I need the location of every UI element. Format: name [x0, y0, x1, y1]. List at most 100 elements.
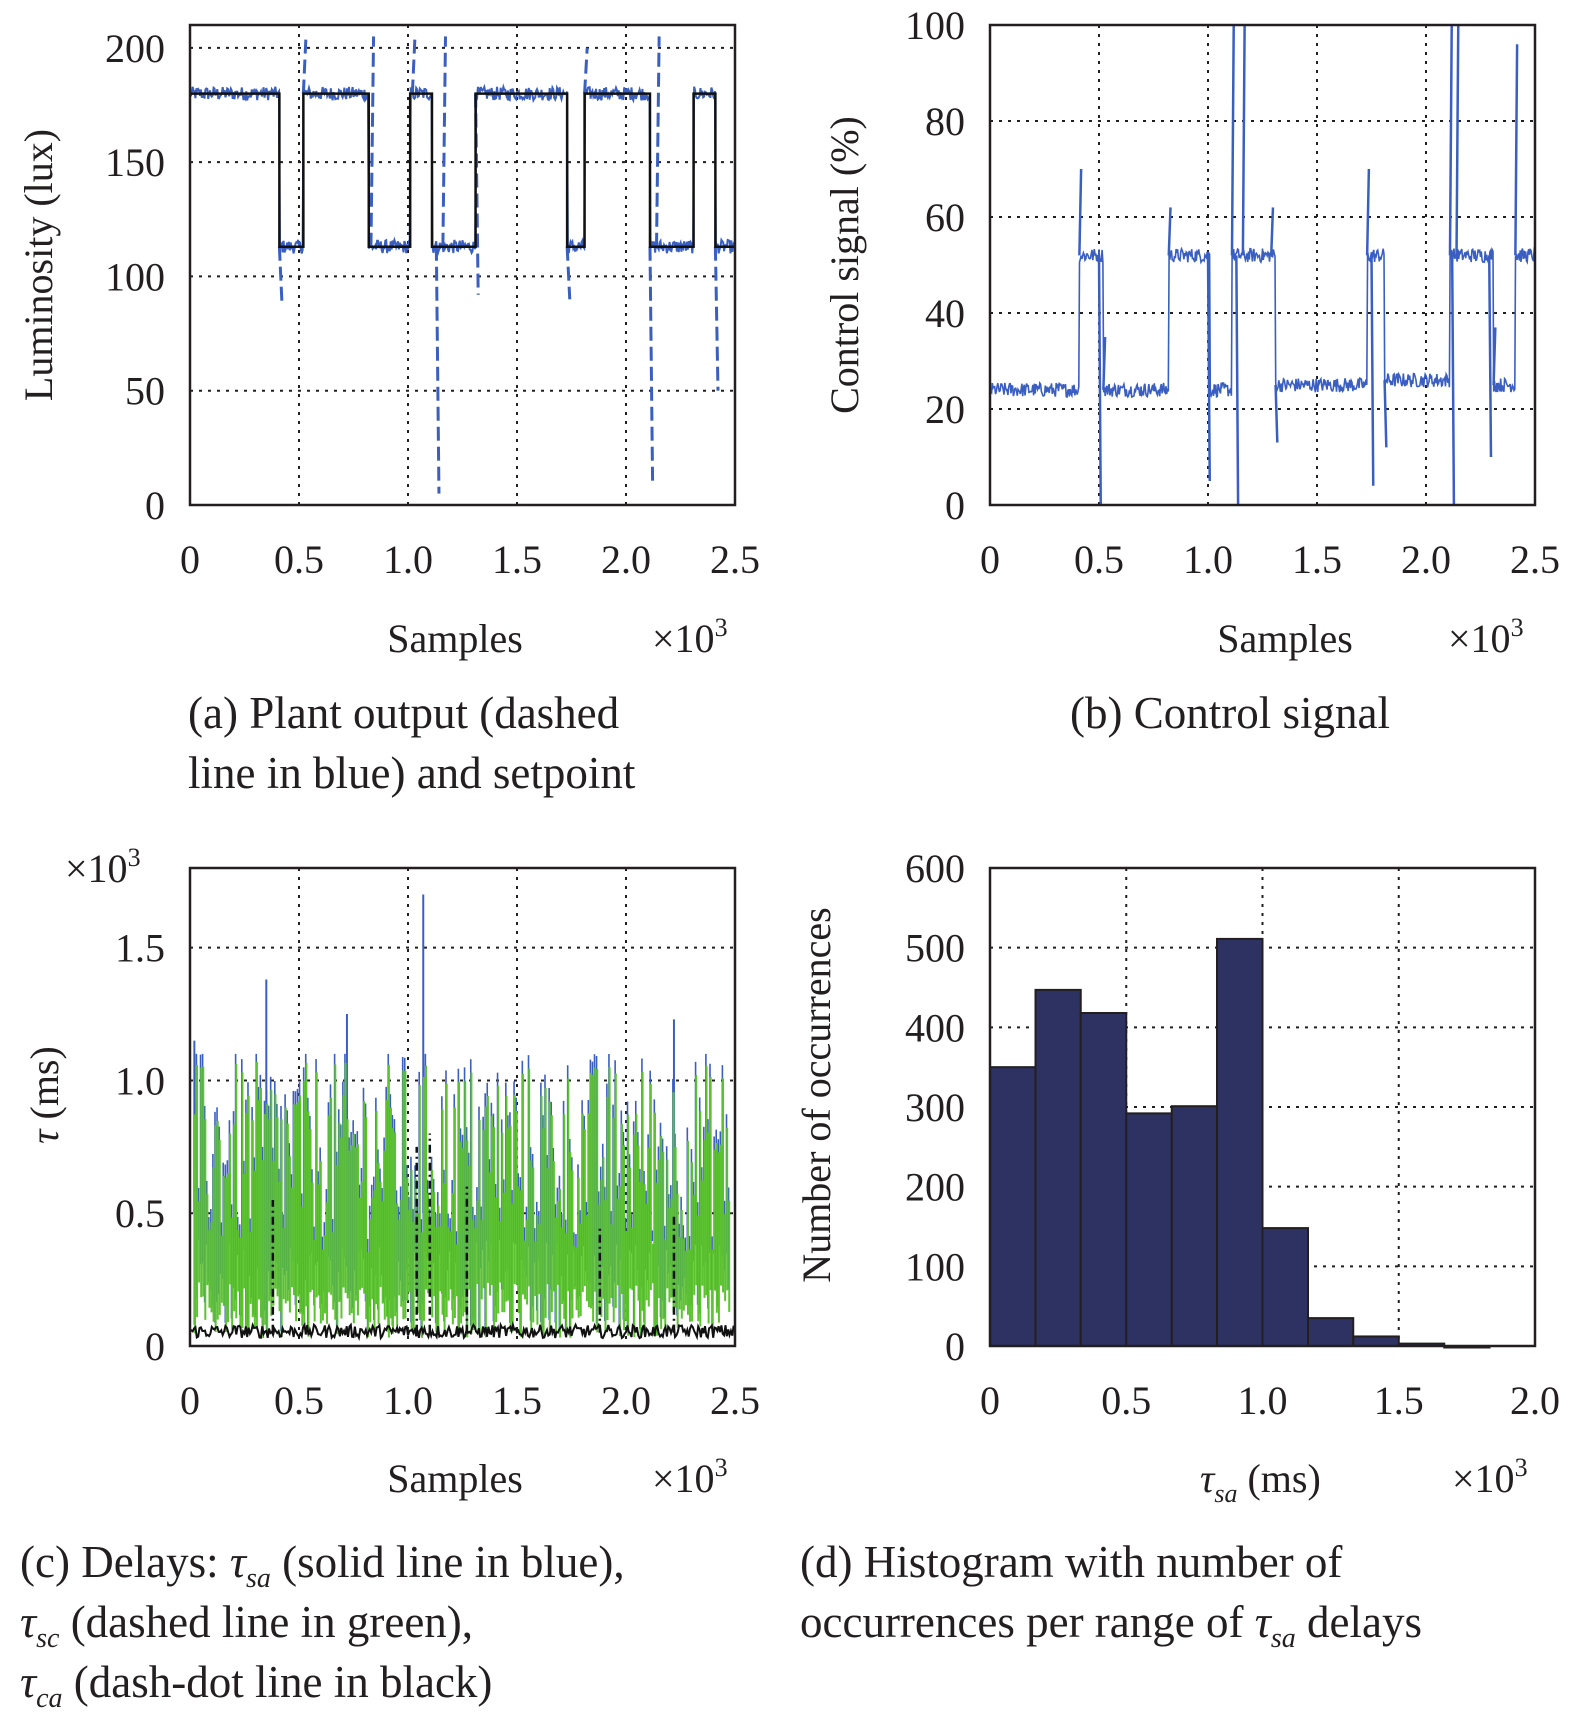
- panel-b-y-tick-label: 100: [905, 3, 965, 48]
- panel-d-histogram-bar: [1261, 1227, 1310, 1348]
- panel-a-y-tick-labels: 0 50 100 150 200: [105, 26, 165, 528]
- panel-c-caption-line3: τca (dash-dot line in black): [20, 1657, 492, 1714]
- panel-b-x-tick-labels: 0 0.5 1.0 1.5 2.0 2.5: [980, 537, 1560, 582]
- panel-c-x-multiplier: ×103: [652, 1453, 728, 1501]
- panel-b-control-spike: [1269, 207, 1275, 256]
- panel-d-y-tick-label: 300: [905, 1085, 965, 1130]
- panel-c-x-tick-label: 1.0: [383, 1378, 433, 1423]
- panel-b-control-line: [989, 246, 1536, 399]
- panel-c-y-tick-label: 0: [145, 1324, 165, 1369]
- panel-a-output-transient: [277, 246, 284, 304]
- panel-d-histogram-bar: [1170, 1105, 1218, 1348]
- panel-b-caption: (b) Control signal: [1070, 688, 1390, 738]
- panel-c-x-tick-label: 2.5: [710, 1378, 760, 1423]
- panel-a-x-tick-label: 0: [180, 537, 200, 582]
- panel-c-x-tick-label: 0: [180, 1378, 200, 1423]
- panel-a-setpoint-line: [190, 92, 735, 248]
- panel-b-x-tick-label: 0.5: [1074, 537, 1124, 582]
- panel-a-x-tick-label: 2.0: [601, 537, 651, 582]
- panel-c-frame: [188, 866, 737, 1348]
- panel-b-control-spike: [1383, 380, 1388, 448]
- panel-d-x-tick-label: 0.5: [1101, 1378, 1151, 1423]
- panel-d-frame: [988, 866, 1537, 1348]
- panel-b-control-spike: [1241, 24, 1246, 256]
- panel-d-caption-line1: (d) Histogram with number of: [800, 1537, 1342, 1587]
- panel-b-control-spike: [1102, 336, 1107, 390]
- panel-b-control-spike: [1078, 168, 1083, 256]
- panel-b-y-tick-labels: 0 20 40 60 80 100: [905, 3, 965, 528]
- panel-a-x-tick-labels: 0 0.5 1.0 1.5 2.0 2.5: [180, 537, 760, 582]
- panel-b-control-spike: [1450, 255, 1456, 506]
- panel-d-y-tick-label: 400: [905, 1005, 965, 1050]
- panel-d-y-tick-label: 200: [905, 1165, 965, 1210]
- panel-c-caption-line2: τsc (dashed line in green),: [20, 1597, 473, 1654]
- panel-a-x-tick-label: 1.0: [383, 537, 433, 582]
- panel-a-y-tick-label: 100: [105, 254, 165, 299]
- panel-c-y-multiplier: ×103: [65, 843, 141, 891]
- panel-d-x-tick-label: 2.0: [1510, 1378, 1560, 1423]
- panel-c-y-tick-label: 0.5: [115, 1191, 165, 1236]
- panel-d-caption-line2: occurrences per range of τsa delays: [800, 1597, 1422, 1654]
- panel-b-control-spike: [1167, 207, 1172, 256]
- panel-a-y-tick-label: 150: [105, 140, 165, 185]
- panel-b-y-tick-label: 20: [925, 387, 965, 432]
- panel-a-output-transient: [565, 246, 572, 300]
- panel-c-tau-ca-line: [189, 1320, 736, 1342]
- panel-a-output-transient: [655, 36, 661, 247]
- panel-c-y-tick-labels: 0 0.5 1.0 1.5: [115, 926, 165, 1369]
- panel-d-histogram-bar: [1352, 1335, 1400, 1347]
- panel-b-y-tick-label: 80: [925, 99, 965, 144]
- panel-b-control-spike: [1365, 168, 1371, 256]
- panel-c-x-tick-label: 0.5: [274, 1378, 324, 1423]
- panel-c-caption-line1: (c) Delays: τsa (solid line in blue),: [20, 1537, 625, 1594]
- panel-d-y-tick-label: 0: [945, 1324, 965, 1369]
- panel-c-tau-ca-series: [189, 1133, 736, 1342]
- panel-d-histogram-bar: [1079, 1011, 1128, 1347]
- panel-c-y-axis-label: τ (ms): [22, 1046, 67, 1144]
- panel-c-plot-area: [189, 894, 736, 1342]
- panel-c-x-tick-label: 1.5: [492, 1378, 542, 1423]
- panel-b-y-axis-label: Control signal (%): [822, 116, 867, 414]
- panel-b-x-multiplier: ×103: [1448, 613, 1524, 661]
- panel-c-tau-sc-series: [194, 1061, 731, 1338]
- panel-d-x-tick-label: 1.5: [1374, 1378, 1424, 1423]
- panel-a-output-transient: [713, 246, 720, 391]
- panel-d-y-tick-label: 600: [905, 846, 965, 891]
- panel-b-control-spike: [1492, 327, 1497, 386]
- panel-b-plot-area: [989, 24, 1536, 506]
- panel-a-caption-line2: line in blue) and setpoint: [188, 748, 636, 798]
- panel-d-x-tick-label: 0: [980, 1378, 1000, 1423]
- panel-a-y-axis-label: Luminosity (lux): [16, 129, 61, 401]
- panel-d-y-axis-label: Number of occurrences: [794, 907, 839, 1282]
- panel-c-x-tick-labels: 0 0.5 1.0 1.5 2.0 2.5: [180, 1378, 760, 1423]
- panel-a-y-tick-label: 0: [145, 483, 165, 528]
- panel-b-y-tick-label: 0: [945, 483, 965, 528]
- panel-b-x-tick-label: 2.5: [1510, 537, 1560, 582]
- panel-b-control-spike: [1230, 24, 1235, 256]
- panel-b-control-spike: [1448, 24, 1453, 256]
- panel-b-control-spike: [1514, 44, 1519, 256]
- panel-a-output-transient: [583, 47, 589, 94]
- panel-d-x-tick-label: 1.0: [1238, 1378, 1288, 1423]
- panel-d-x-multiplier: ×103: [1452, 1453, 1528, 1501]
- panel-a-x-tick-label: 0.5: [274, 537, 324, 582]
- panel-b-x-tick-label: 2.0: [1401, 537, 1451, 582]
- panel-b-control-signal: 0 0.5 1.0 1.5 2.0 2.5 0 20 40 60 80 100 Control si…: [822, 3, 1560, 738]
- panel-d-y-tick-label: 100: [905, 1244, 965, 1289]
- panel-d-histogram-bar: [1307, 1317, 1355, 1348]
- panel-b-x-tick-label: 1.0: [1183, 537, 1233, 582]
- panel-c-delays: 0 0.5 1.0 1.5 2.0 2.5 00.51.01.5 ×103 τ (ms) …: [20, 843, 760, 1714]
- panel-a-y-tick-label: 50: [125, 369, 165, 414]
- panel-b-y-tick-label: 40: [925, 291, 965, 336]
- panel-b-x-tick-label: 1.5: [1292, 537, 1342, 582]
- panel-a-output-transient: [369, 36, 376, 247]
- panel-b-control-spike: [1455, 24, 1460, 256]
- panel-a-output-transient: [434, 246, 441, 494]
- panel-a-plot-area: [189, 36, 736, 494]
- panel-c-y-tick-label: 1.5: [115, 926, 165, 971]
- panel-d-histogram-bar: [1215, 937, 1264, 1347]
- panel-d-x-tick-labels: 0 0.5 1.0 1.5 2.0: [980, 1378, 1560, 1423]
- panel-b-y-tick-label: 60: [925, 195, 965, 240]
- panel-a-y-tick-label: 200: [105, 26, 165, 71]
